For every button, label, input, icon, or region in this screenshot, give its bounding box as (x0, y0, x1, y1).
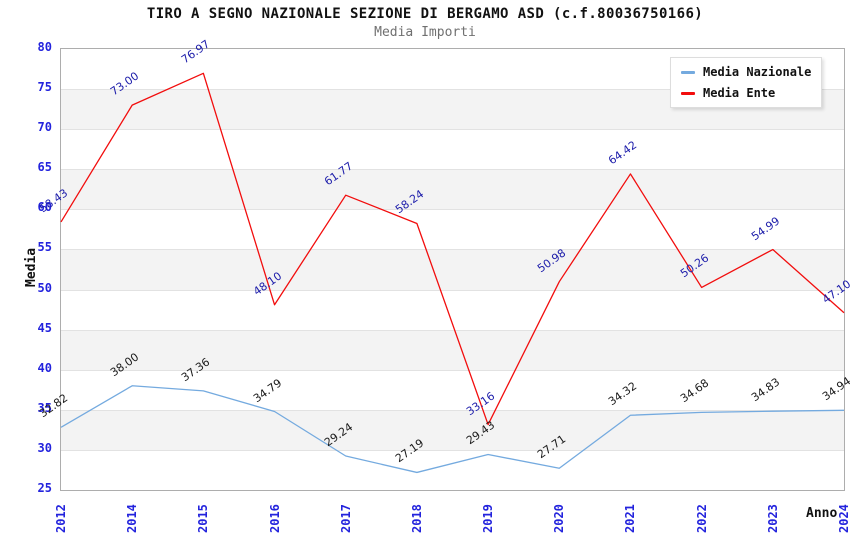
series-line-media-nazionale (60, 385, 845, 474)
y-tick-label: 25 (37, 481, 52, 495)
plot-band (61, 449, 844, 491)
plot-band (61, 369, 844, 411)
x-tick-label: 2019 (481, 504, 496, 533)
plot-band (61, 329, 844, 371)
y-tick-label: 45 (37, 320, 52, 335)
y-tick-label: 75 (37, 80, 52, 95)
x-tick-label: 2023 (765, 504, 780, 533)
plot-band (61, 409, 844, 451)
legend-line-marker-blue (681, 70, 695, 74)
plot-band (61, 129, 844, 170)
y-tick-label: 65 (37, 160, 52, 175)
series-line-media-ente (60, 72, 845, 426)
x-tick-label: 2021 (623, 504, 638, 533)
x-tick-label: 2015 (196, 504, 211, 533)
x-tick-label: 2012 (54, 504, 68, 533)
x-tick-label: 2014 (125, 504, 140, 533)
x-tick-label: 2017 (338, 504, 353, 533)
plot-area: 32.82 38.00 37.36 34.79 29.24 27.19 29.43 27.71… (37, 38, 850, 491)
plot-band (61, 89, 844, 131)
y-tick-label: 80 (37, 40, 52, 54)
legend-line-marker-red (681, 91, 695, 95)
legend-label-media-nazionale: Media Nazionale (703, 65, 812, 79)
x-tick-label: 2022 (694, 504, 709, 533)
y-tick-label: 70 (37, 120, 52, 135)
chart-subtitle: Media Importi (374, 25, 476, 40)
legend: Media Nazionale Media Ente (670, 57, 823, 108)
chart-title: TIRO A SEGNO NAZIONALE SEZIONE DI BERGAM… (146, 6, 704, 22)
y-tick-label: 55 (37, 240, 52, 255)
legend-item-media-nazionale: Media Nazionale (681, 65, 811, 79)
x-tick-label: 2018 (409, 504, 424, 533)
legend-label-media-ente: Media Ente (703, 86, 776, 100)
x-tick-label: 2020 (552, 504, 567, 533)
plot-band (61, 289, 844, 331)
x-tick-label: 2024 (837, 504, 850, 533)
x-tick-label: 2016 (267, 504, 282, 533)
y-tick-label: 40 (37, 360, 52, 375)
x-axis-title: Anno (806, 506, 838, 521)
plot-band (61, 169, 844, 211)
plot-band (61, 249, 844, 291)
y-tick-label: 35 (37, 400, 52, 415)
y-tick-label: 50 (37, 280, 52, 295)
legend-item-media-ente: Media Ente (681, 86, 811, 100)
y-tick-label: 60 (37, 200, 52, 215)
plot-band (61, 209, 844, 250)
y-tick-label: 30 (37, 440, 52, 455)
